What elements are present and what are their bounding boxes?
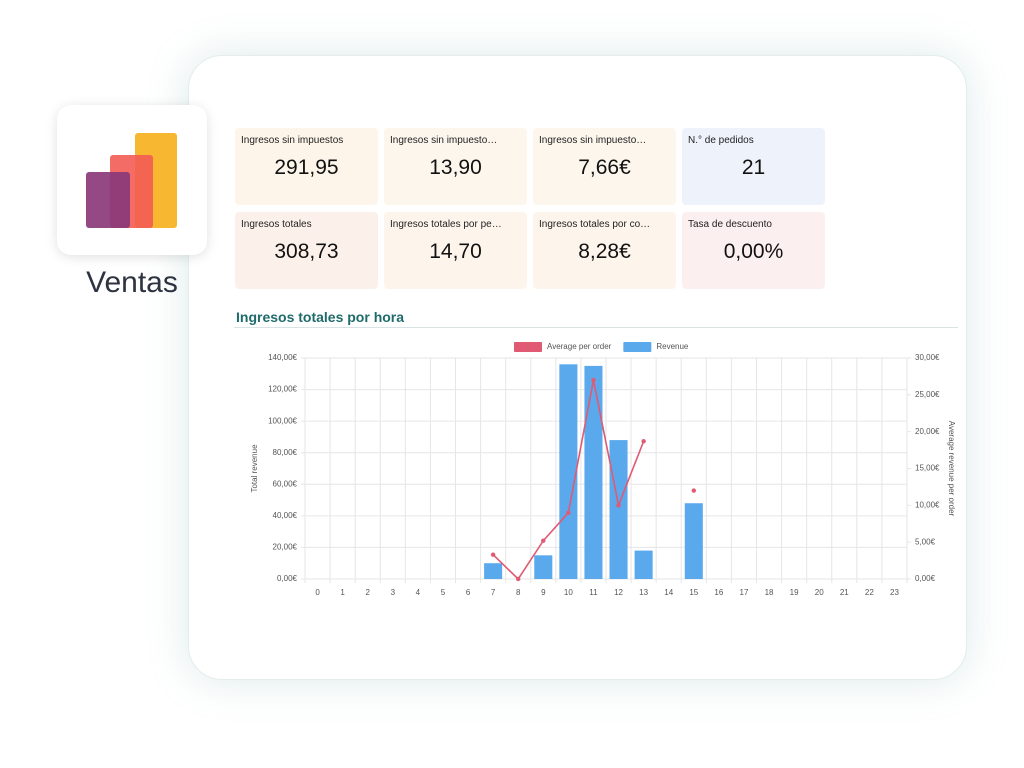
x-tick-label: 9: [541, 588, 546, 597]
x-tick-label: 19: [790, 588, 799, 597]
x-tick-label: 6: [466, 588, 471, 597]
kpi-label: Ingresos totales por pe…: [390, 219, 502, 230]
point: [641, 439, 646, 444]
point: [490, 552, 496, 557]
y-axis-title: Total revenue: [250, 444, 259, 493]
x-tick-label: 14: [664, 588, 673, 597]
y2-tick-label: 0,00€: [915, 574, 936, 583]
point: [516, 576, 521, 582]
kpi-label: Ingresos totales: [241, 219, 312, 230]
bar: [609, 440, 628, 579]
legend-swatch: [514, 342, 542, 352]
kpi-card[interactable]: Ingresos sin impuesto… 7,66€: [533, 128, 676, 205]
x-tick-label: 15: [689, 588, 698, 597]
app-icon[interactable]: [57, 105, 207, 255]
point: [616, 503, 621, 508]
x-tick-label: 5: [441, 588, 446, 597]
x-tick-label: 21: [840, 588, 849, 597]
kpi-value: 13,90: [429, 156, 482, 179]
kpi-value: 7,66€: [578, 156, 631, 179]
x-tick-label: 20: [815, 588, 824, 597]
x-tick-label: 22: [865, 588, 874, 597]
kpi-card[interactable]: Ingresos totales 308,73: [235, 212, 378, 289]
x-tick-label: 10: [564, 588, 573, 597]
x-tick-label: 7: [491, 588, 496, 597]
y2-tick-label: 10,00€: [915, 500, 940, 509]
y2-tick-label: 25,00€: [915, 390, 940, 399]
x-tick-label: 4: [416, 588, 421, 597]
legend-label: Average per order: [547, 342, 612, 351]
icon-bar: [86, 172, 130, 228]
kpi-card[interactable]: Ingresos sin impuesto… 13,90: [384, 128, 527, 205]
kpi-label: Tasa de descuento: [688, 219, 772, 230]
kpi-value: 0,00%: [723, 240, 784, 263]
x-tick-label: 17: [740, 588, 749, 597]
kpi-card[interactable]: Tasa de descuento 0,00%: [682, 212, 825, 289]
point: [691, 488, 696, 493]
x-tick-label: 13: [639, 588, 648, 597]
legend-label: Revenue: [656, 342, 689, 351]
y-tick-label: 140,00€: [268, 353, 297, 362]
point: [541, 538, 546, 543]
kpi-label: Ingresos sin impuesto…: [539, 135, 647, 146]
y-tick-label: 100,00€: [268, 416, 297, 425]
kpi-label: Ingresos sin impuestos: [241, 135, 344, 146]
x-tick-label: 12: [614, 588, 623, 597]
x-tick-label: 0: [315, 588, 320, 597]
kpi-value: 291,95: [274, 156, 339, 179]
bar: [634, 550, 653, 579]
divider: [234, 327, 958, 328]
y-tick-label: 80,00€: [273, 448, 298, 457]
legend-swatch: [623, 342, 652, 352]
x-tick-label: 8: [516, 588, 521, 597]
y-tick-label: 0,00€: [277, 574, 298, 583]
kpi-card[interactable]: Ingresos totales por co… 8,28€: [533, 212, 676, 289]
x-tick-label: 11: [589, 588, 598, 597]
point: [566, 510, 571, 515]
kpi-label: Ingresos totales por co…: [539, 219, 651, 230]
point: [591, 377, 596, 383]
x-tick-label: 2: [365, 588, 370, 597]
kpi-value: 14,70: [429, 240, 482, 263]
x-tick-label: 1: [340, 588, 345, 597]
kpi-value: 21: [741, 156, 766, 179]
kpi-label: Ingresos sin impuesto…: [390, 135, 498, 146]
x-tick-label: 3: [391, 588, 396, 597]
kpi-card[interactable]: N.° de pedidos 21: [682, 128, 825, 205]
kpi-label: N.° de pedidos: [688, 135, 754, 146]
bar: [584, 365, 603, 579]
y2-tick-label: 5,00€: [915, 537, 936, 546]
kpi-value: 8,28€: [578, 240, 631, 263]
x-tick-label: 18: [765, 588, 774, 597]
kpi-card[interactable]: Ingresos totales por pe… 14,70: [384, 212, 527, 289]
y2-axis-title: Average revenue per order: [947, 421, 956, 517]
chart-title: Ingresos totales por hora: [236, 309, 405, 325]
x-tick-label: 23: [890, 588, 899, 597]
bar: [559, 364, 578, 579]
icon-graphic: [86, 133, 177, 228]
y-tick-label: 120,00€: [268, 385, 297, 394]
bar: [534, 555, 553, 579]
x-tick-label: 16: [714, 588, 723, 597]
app-name[interactable]: Ventas: [86, 266, 178, 299]
kpi-value: 308,73: [274, 240, 339, 263]
bar: [684, 503, 703, 579]
y2-tick-label: 15,00€: [915, 464, 940, 473]
y2-tick-label: 20,00€: [915, 427, 940, 436]
bar: [484, 563, 503, 579]
y2-tick-label: 30,00€: [915, 353, 940, 362]
y-tick-label: 20,00€: [273, 543, 298, 552]
y-tick-label: 40,00€: [273, 511, 298, 520]
y-tick-label: 60,00€: [273, 479, 298, 488]
kpi-card[interactable]: Ingresos sin impuestos 291,95: [235, 128, 378, 205]
